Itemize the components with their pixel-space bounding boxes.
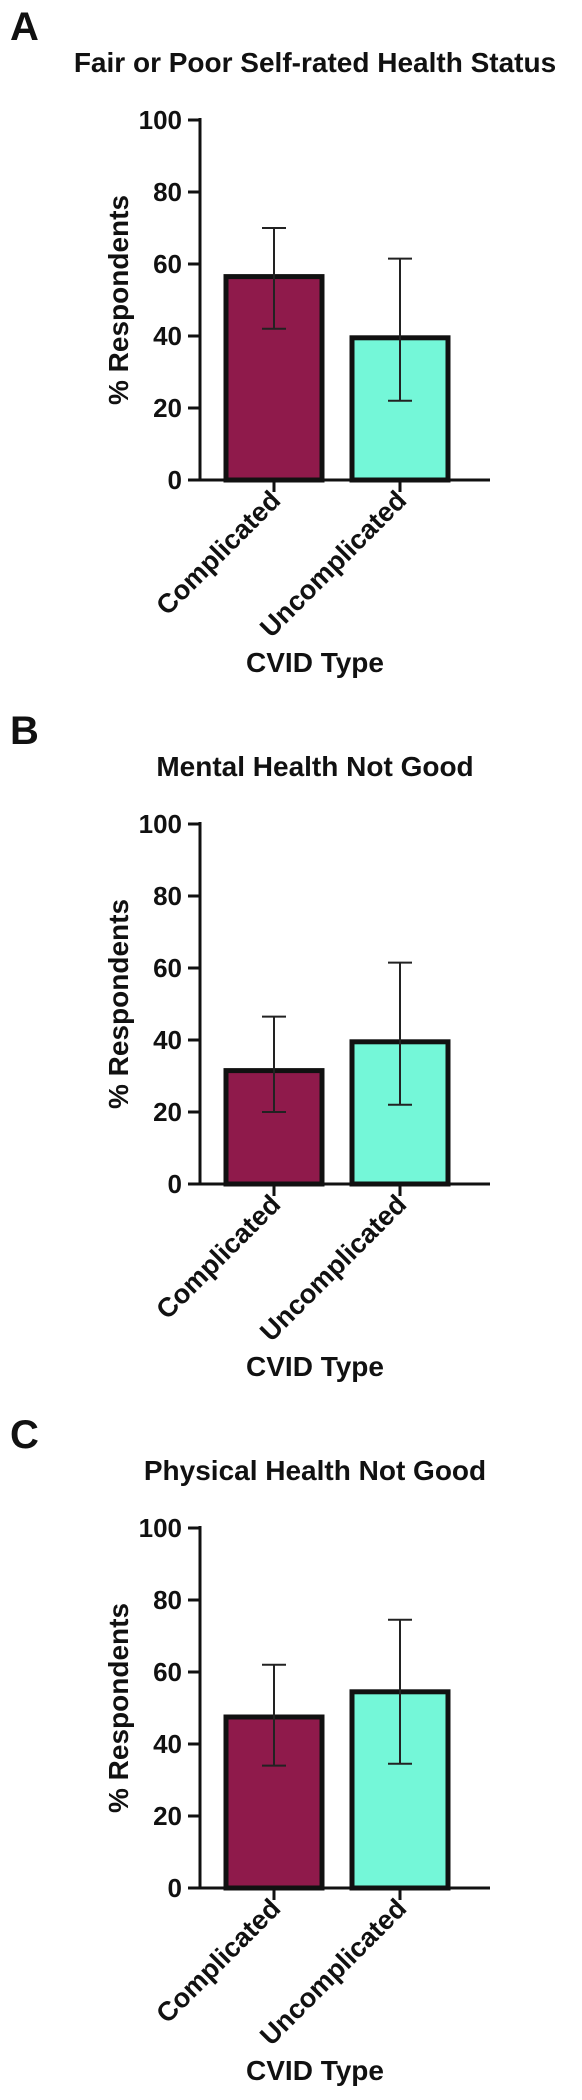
y-tick-label: 80: [153, 177, 182, 207]
chart-panel-c: C Physical Health Not Good 0 20 40 60 80 100 % R…: [10, 1413, 490, 2086]
panel-letter: B: [10, 709, 39, 753]
panel-letter: C: [10, 1413, 39, 1457]
x-category-label: Complicated: [150, 485, 286, 621]
y-tick-label: 0: [168, 1873, 182, 1903]
y-tick-label: 40: [153, 1025, 182, 1055]
y-tick-label: 80: [153, 1585, 182, 1615]
x-axis-title: CVID Type: [246, 2055, 384, 2086]
y-tick-label: 20: [153, 1801, 182, 1831]
chart-title: Fair or Poor Self-rated Health Status: [74, 47, 556, 78]
y-tick-label: 20: [153, 393, 182, 423]
chart-title: Physical Health Not Good: [144, 1455, 486, 1486]
chart-panel-a: A Fair or Poor Self-rated Health Status 0 2…: [10, 5, 556, 678]
y-axis-title: % Respondents: [103, 899, 134, 1109]
y-tick-label: 60: [153, 1657, 182, 1687]
y-tick-label: 0: [168, 465, 182, 495]
y-axis-title: % Respondents: [103, 195, 134, 405]
y-tick-label: 80: [153, 881, 182, 911]
x-category-label: Complicated: [150, 1893, 286, 2029]
y-tick-label: 100: [139, 105, 182, 135]
x-category-label: Complicated: [150, 1189, 286, 1325]
y-tick-label: 20: [153, 1097, 182, 1127]
y-tick-label: 60: [153, 249, 182, 279]
panel-letter: A: [10, 5, 39, 49]
chart-title: Mental Health Not Good: [156, 751, 473, 782]
y-tick-label: 100: [139, 809, 182, 839]
y-axis-title: % Respondents: [103, 1603, 134, 1813]
y-tick-label: 40: [153, 1729, 182, 1759]
y-tick-label: 40: [153, 321, 182, 351]
y-tick-label: 100: [139, 1513, 182, 1543]
y-tick-label: 60: [153, 953, 182, 983]
y-tick-label: 0: [168, 1169, 182, 1199]
chart-panel-b: B Mental Health Not Good 0 20 40 60 80 100 % Res…: [10, 709, 490, 1382]
x-axis-title: CVID Type: [246, 1351, 384, 1382]
x-axis-title: CVID Type: [246, 647, 384, 678]
